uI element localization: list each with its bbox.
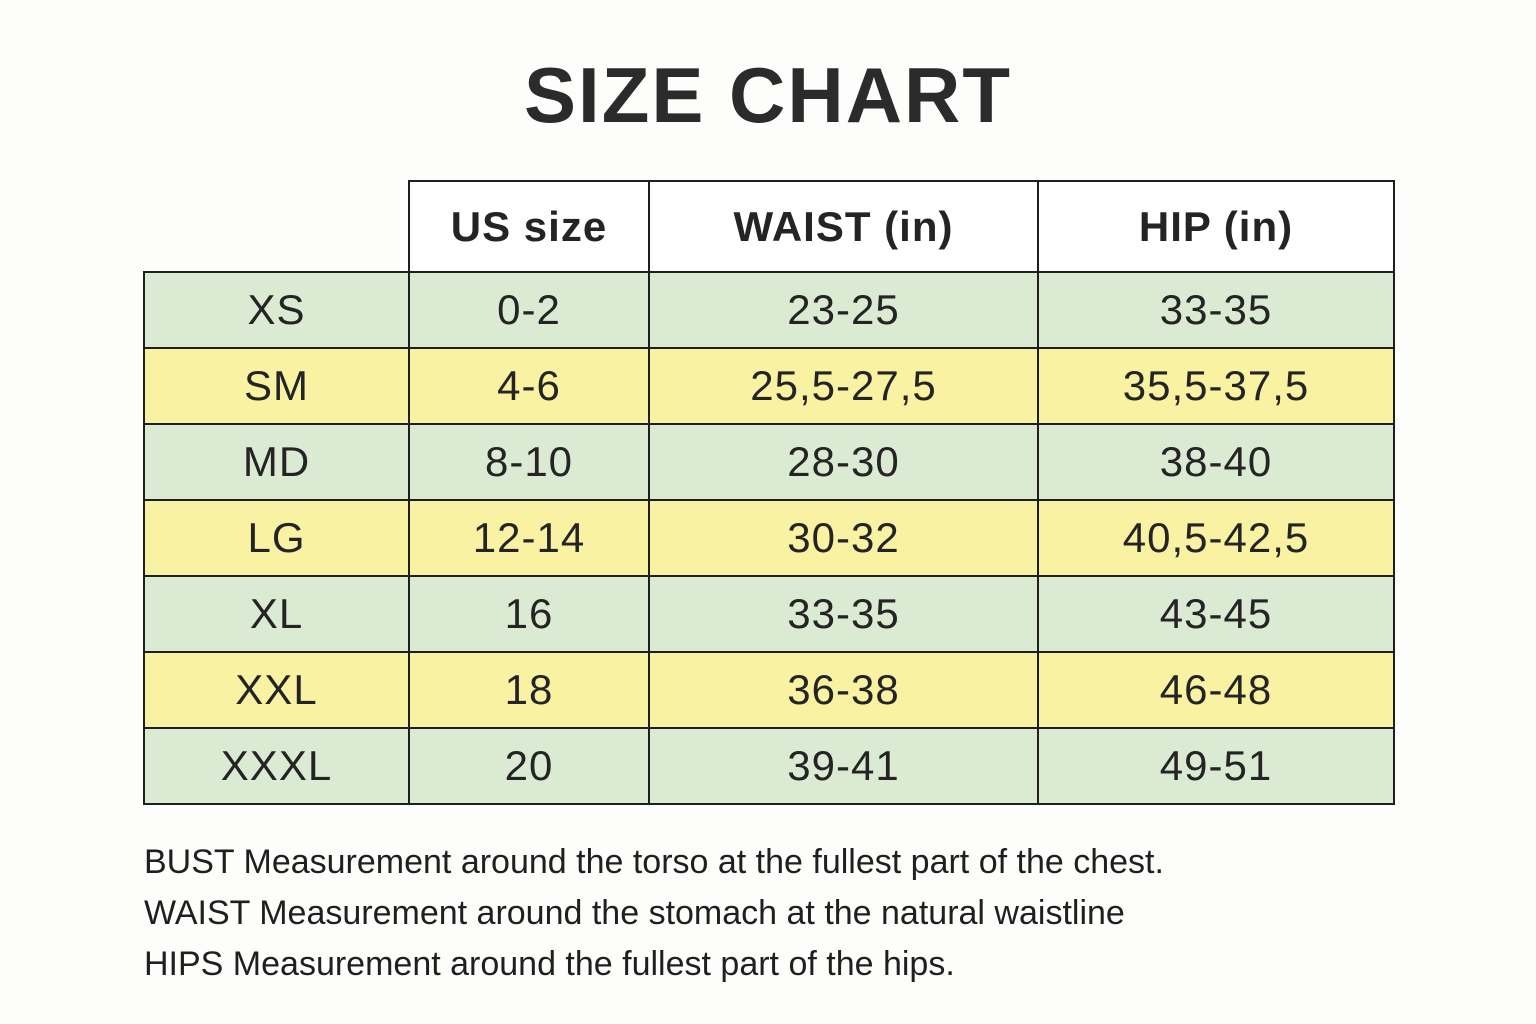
hip-cell: 49-51: [1037, 727, 1395, 805]
table-row-lg: LG 12-14 30-32 40,5-42,5: [143, 499, 1395, 577]
table-row-xs: XS 0-2 23-25 33-35: [143, 271, 1395, 349]
hip-cell: 38-40: [1037, 423, 1395, 501]
size-cell: XXL: [143, 651, 410, 729]
waist-cell: 39-41: [648, 727, 1039, 805]
note-bust: BUST Measurement around the torso at the…: [144, 843, 1164, 881]
hip-cell: 46-48: [1037, 651, 1395, 729]
size-cell: MD: [143, 423, 410, 501]
size-cell: XXXL: [143, 727, 410, 805]
us-size-cell: 0-2: [408, 271, 650, 349]
measurement-notes: BUST Measurement around the torso at the…: [144, 837, 1536, 990]
us-size-cell: 12-14: [408, 499, 650, 577]
us-size-cell: 20: [408, 727, 650, 805]
us-size-cell: 18: [408, 651, 650, 729]
us-size-cell: 16: [408, 575, 650, 653]
waist-cell: 28-30: [648, 423, 1039, 501]
us-size-cell: 8-10: [408, 423, 650, 501]
waist-cell: 30-32: [648, 499, 1039, 577]
col-header-waist: WAIST (in): [648, 180, 1039, 273]
table-row-xl: XL 16 33-35 43-45: [143, 575, 1395, 653]
waist-cell: 33-35: [648, 575, 1039, 653]
corner-cell: [144, 181, 409, 272]
hip-cell: 35,5-37,5: [1037, 347, 1395, 425]
size-cell: SM: [143, 347, 410, 425]
col-header-hip: HIP (in): [1037, 180, 1395, 273]
size-cell: LG: [143, 499, 410, 577]
waist-cell: 25,5-27,5: [648, 347, 1039, 425]
hip-cell: 43-45: [1037, 575, 1395, 653]
table-row-xxl: XXL 18 36-38 46-48: [143, 651, 1395, 729]
note-waist: WAIST Measurement around the stomach at …: [144, 894, 1125, 932]
size-cell: XS: [143, 271, 410, 349]
page-title: SIZE CHART: [524, 51, 1012, 139]
waist-cell: 36-38: [648, 651, 1039, 729]
table-row-sm: SM 4-6 25,5-27,5 35,5-37,5: [143, 347, 1395, 425]
note-hips: HIPS Measurement around the fullest part…: [144, 945, 955, 983]
waist-cell: 23-25: [648, 271, 1039, 349]
hip-cell: 40,5-42,5: [1037, 499, 1395, 577]
table-row-xxxl: XXXL 20 39-41 49-51: [143, 727, 1395, 805]
size-cell: XL: [143, 575, 410, 653]
hip-cell: 33-35: [1037, 271, 1395, 349]
col-header-us-size: US size: [408, 180, 650, 273]
table-row-md: MD 8-10 28-30 38-40: [143, 423, 1395, 501]
header-row: US size WAIST (in) HIP (in): [144, 180, 1395, 273]
us-size-cell: 4-6: [408, 347, 650, 425]
size-chart-table: US size WAIST (in) HIP (in) XS 0-2 23-25…: [143, 180, 1395, 805]
